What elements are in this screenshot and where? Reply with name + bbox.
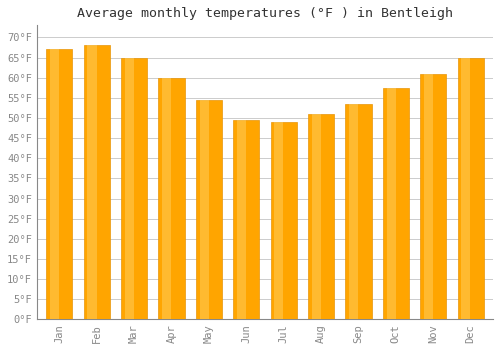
Bar: [349, 104, 358, 320]
Bar: [46, 49, 72, 320]
Bar: [458, 57, 483, 320]
Bar: [462, 57, 470, 320]
Bar: [88, 46, 96, 320]
Bar: [50, 49, 59, 320]
Bar: [237, 120, 246, 320]
Bar: [420, 74, 446, 320]
Bar: [200, 100, 208, 320]
Bar: [270, 122, 296, 320]
Bar: [346, 104, 372, 320]
Bar: [196, 100, 222, 320]
Bar: [424, 74, 433, 320]
Bar: [312, 114, 321, 320]
Title: Average monthly temperatures (°F ) in Bentleigh: Average monthly temperatures (°F ) in Be…: [77, 7, 453, 20]
Bar: [386, 88, 396, 320]
Bar: [274, 122, 283, 320]
Bar: [84, 46, 110, 320]
Bar: [162, 78, 172, 320]
Bar: [308, 114, 334, 320]
Bar: [121, 57, 147, 320]
Bar: [158, 78, 184, 320]
Bar: [233, 120, 260, 320]
Bar: [382, 88, 409, 320]
Bar: [124, 57, 134, 320]
